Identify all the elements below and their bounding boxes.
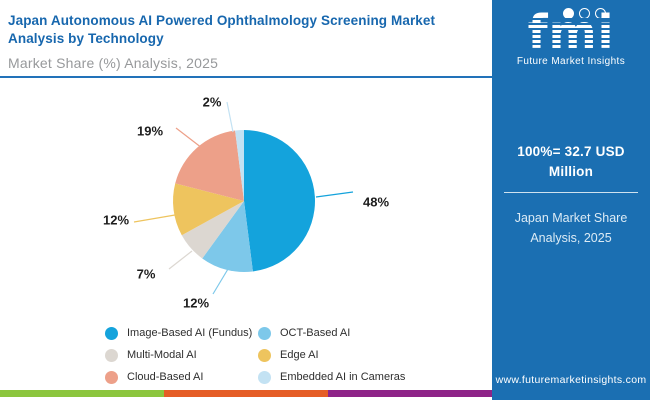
logo-mark: fmi [523,9,619,55]
pie-slice-0 [244,130,316,272]
logo-text: fmi [527,5,615,59]
legend-column-2: OCT-Based AI Edge AI Embedded AI in Came… [258,326,405,384]
pie-slice-2 [181,201,244,259]
legend-item: Embedded AI in Cameras [258,370,405,384]
page-title: Japan Autonomous AI Powered Ophthalmolog… [8,13,436,46]
pie-slice-4 [175,130,244,201]
pie-svg [133,101,354,295]
legend-label: Edge AI [280,349,319,361]
market-size-stat: 100%= 32.7 USD Million Japan Market Shar… [492,142,650,248]
chart-legend: Image-Based AI (Fundus) Multi-Modal AI C… [105,326,405,384]
sidebar: fmi Future Market Insights 100%= 32.7 US… [492,0,650,400]
legend-label: Cloud-Based AI [127,371,204,383]
legend-swatch [258,348,271,362]
pie-value-label-2: 7% [136,266,156,282]
legend-item: OCT-Based AI [258,326,405,340]
legend-swatch [105,326,118,340]
page-subtitle: Market Share (%) Analysis, 2025 [8,54,219,71]
pie-value-label-1: 12% [182,295,210,311]
legend-label: OCT-Based AI [280,327,351,339]
pie-slice-1 [202,201,253,272]
legend-item: Edge AI [258,348,405,362]
legend-item: Multi-Modal AI [105,348,258,362]
pie-slice-3 [172,183,244,236]
leader-line-5 [226,101,234,133]
logo-tagline: Future Market Insights [516,56,626,67]
stat-value: 100%= 32.7 USD Million [517,144,625,179]
stat-divider [504,192,638,194]
pie-value-label-0: 48% [362,194,390,210]
header-divider [0,76,492,78]
pie-value-label-4: 19% [136,123,164,139]
stripe-segment-green [0,390,164,397]
legend-swatch [258,370,271,384]
fmi-logo: fmi Future Market Insights [492,8,650,67]
legend-item: Image-Based AI (Fundus) [105,326,258,340]
pie-slice-5 [235,130,244,201]
legend-item: Cloud-Based AI [105,370,258,384]
leader-line-0 [315,191,354,198]
pie-chart: 48% 12% 7% 12% 19% 2% [0,85,492,320]
leader-line-1 [212,268,229,295]
legend-label: Image-Based AI (Fundus) [127,327,253,339]
pie-value-label-5: 2% [202,94,222,110]
legend-swatch [105,370,118,384]
legend-label: Multi-Modal AI [127,349,197,361]
legend-column-1: Image-Based AI (Fundus) Multi-Modal AI C… [105,326,258,384]
leader-line-3 [133,214,176,223]
footer-stripe [0,390,492,397]
legend-swatch [258,326,271,340]
header: Japan Autonomous AI Powered Ophthalmolog… [0,0,492,71]
leader-line-4 [175,127,203,149]
leader-line-2 [168,250,193,270]
pie-value-label-3: 12% [102,212,130,228]
stripe-segment-orange [164,390,328,397]
stat-caption: Japan Market Share Analysis, 2025 [514,211,628,245]
stripe-segment-purple [328,390,492,397]
legend-label: Embedded AI in Cameras [280,371,406,383]
website-link[interactable]: www.futuremarketinsights.com [495,374,647,386]
legend-swatch [105,348,118,362]
